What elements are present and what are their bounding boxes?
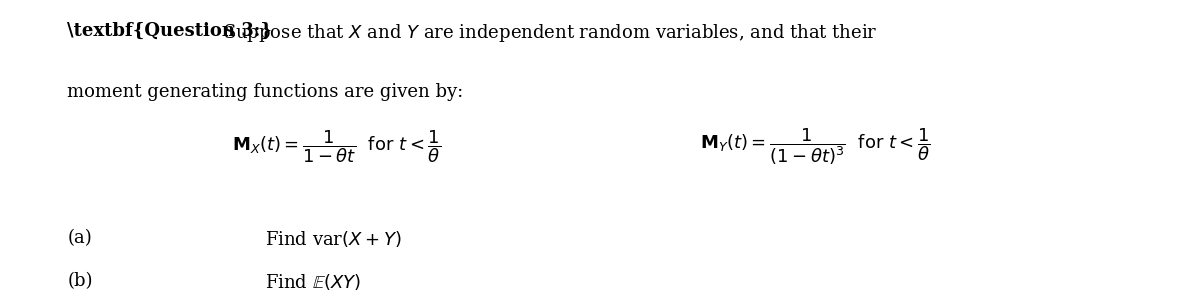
Text: (a): (a) [67, 229, 92, 246]
Text: (b): (b) [67, 272, 92, 290]
Text: Find var$(X + Y)$: Find var$(X + Y)$ [265, 229, 401, 249]
Text: \textbf{Question 3:}: \textbf{Question 3:} [67, 22, 272, 40]
Text: $\mathbf{M}_Y(t) = \dfrac{1}{(1 - \theta t)^3}\ \ \mathrm{for}\ t < \dfrac{1}{\t: $\mathbf{M}_Y(t) = \dfrac{1}{(1 - \theta… [700, 127, 931, 167]
Text: moment generating functions are given by:: moment generating functions are given by… [67, 83, 463, 101]
Text: Find $\mathbb{E}(XY)$: Find $\mathbb{E}(XY)$ [265, 272, 361, 292]
Text: $\mathbf{M}_X(t) = \dfrac{1}{1 - \theta t}\ \ \mathrm{for}\ t < \dfrac{1}{\theta: $\mathbf{M}_X(t) = \dfrac{1}{1 - \theta … [232, 129, 442, 165]
Text: Suppose that $X$ and $Y$ are independent random variables, and that their: Suppose that $X$ and $Y$ are independent… [223, 22, 877, 44]
